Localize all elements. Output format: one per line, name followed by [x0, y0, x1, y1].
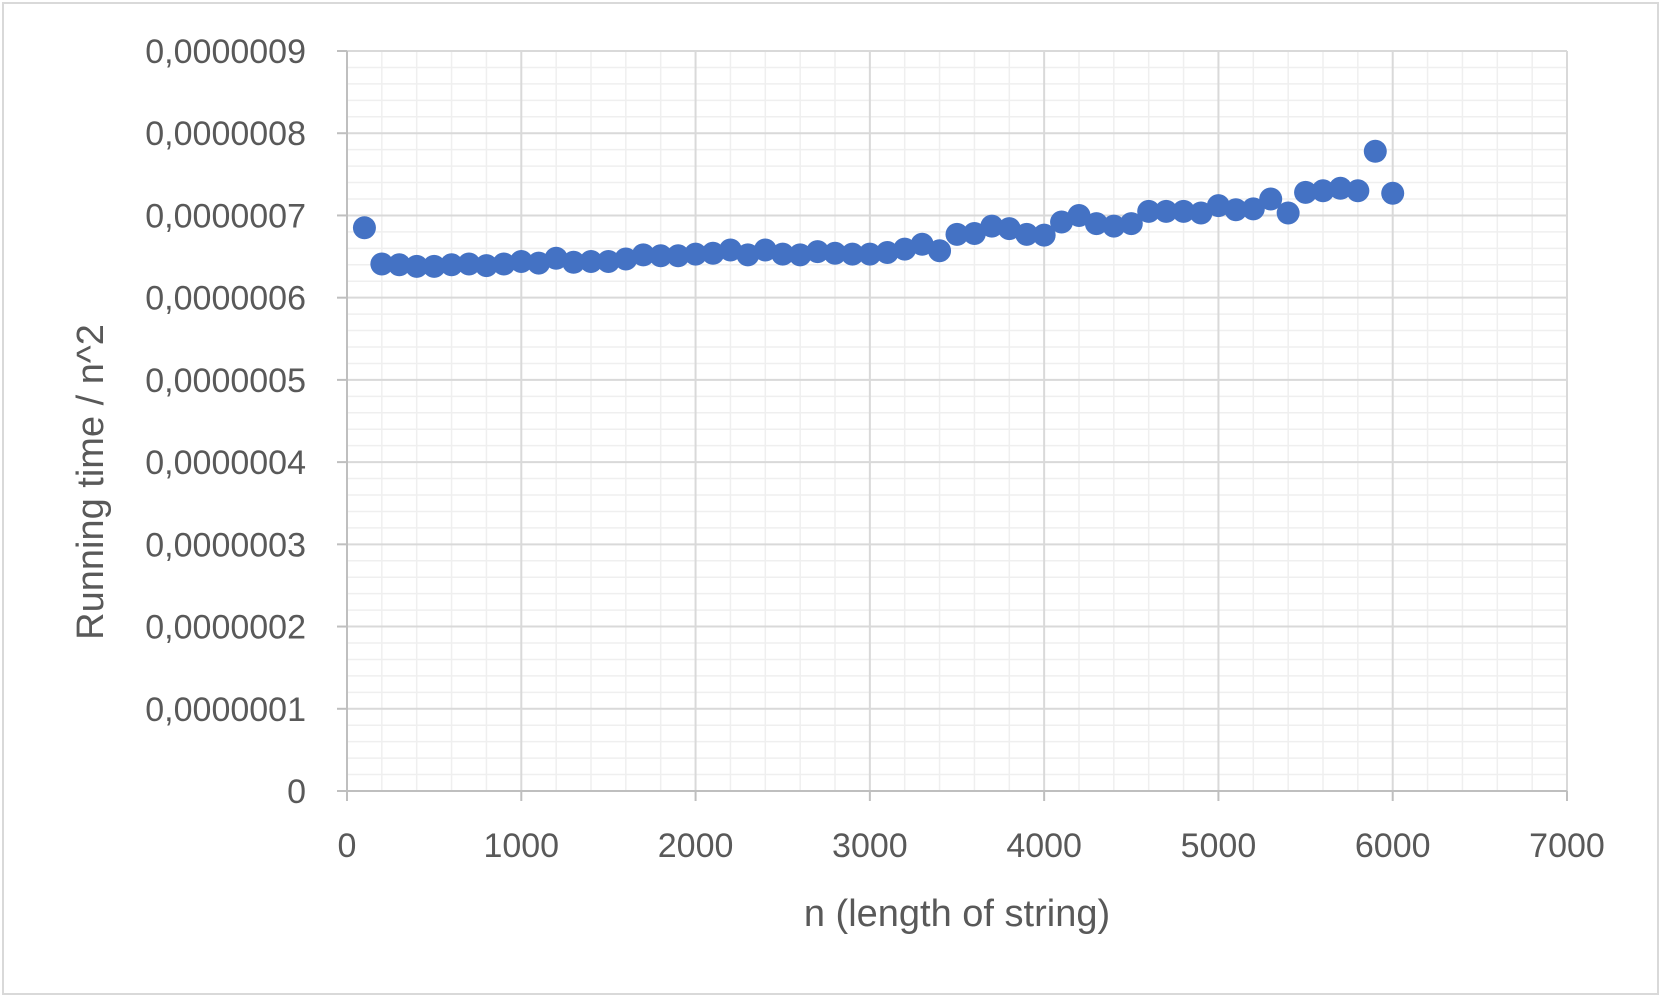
- x-tick-label: 0: [338, 827, 357, 865]
- data-point: [875, 240, 899, 264]
- x-tick-label: 3000: [832, 827, 908, 865]
- y-tick-label: 0,0000006: [145, 280, 306, 318]
- data-point: [527, 251, 551, 275]
- x-tick-label: 2000: [658, 827, 734, 865]
- data-point: [753, 238, 777, 262]
- axes: [337, 50, 1568, 801]
- data-point: [701, 241, 725, 265]
- data-point: [858, 242, 882, 266]
- data-point: [1119, 212, 1143, 236]
- x-tick-label: 6000: [1355, 827, 1431, 865]
- data-point: [1294, 180, 1318, 204]
- x-tick-label: 7000: [1529, 827, 1605, 865]
- data-point: [1172, 199, 1196, 223]
- data-point: [893, 237, 917, 261]
- data-point: [1102, 214, 1126, 238]
- data-point: [579, 249, 603, 273]
- data-point: [1050, 210, 1074, 234]
- y-tick-label: 0,0000005: [145, 362, 306, 400]
- data-point: [1346, 179, 1370, 203]
- data-point: [1363, 139, 1387, 163]
- data-point: [370, 252, 394, 276]
- x-tick-label: 1000: [483, 827, 559, 865]
- data-point: [771, 242, 795, 266]
- data-point: [684, 242, 708, 266]
- data-point: [1189, 201, 1213, 225]
- x-axis-title: n (length of string): [804, 893, 1110, 935]
- y-tick-label: 0,0000004: [145, 444, 306, 482]
- data-point: [387, 253, 411, 277]
- data-point: [1015, 222, 1039, 246]
- data-point: [352, 216, 376, 240]
- y-tick-label: 0,0000007: [145, 197, 306, 235]
- data-point: [1206, 194, 1230, 218]
- data-point: [1259, 187, 1283, 211]
- data-point: [840, 242, 864, 266]
- data-point: [928, 239, 952, 263]
- y-tick-label: 0,0000002: [145, 609, 306, 647]
- data-point: [736, 243, 760, 267]
- data-point: [1154, 199, 1178, 223]
- data-point: [1084, 212, 1108, 236]
- data-point: [562, 250, 586, 274]
- data-point: [718, 238, 742, 262]
- data-point: [1032, 223, 1056, 247]
- data-point: [1224, 198, 1248, 222]
- data-point: [1311, 179, 1335, 203]
- data-point: [474, 254, 498, 278]
- major-gridlines: [347, 50, 1568, 791]
- y-axis-title: Running time / n^2: [70, 324, 112, 640]
- data-point: [457, 252, 481, 276]
- data-point: [962, 222, 986, 246]
- data-point: [1328, 176, 1352, 200]
- y-tick-label: 0,0000008: [145, 115, 306, 153]
- data-point: [492, 252, 516, 276]
- data-point: [997, 217, 1021, 241]
- data-point: [1137, 199, 1161, 223]
- minor-gridlines: [346, 50, 1568, 792]
- data-point: [806, 240, 830, 264]
- y-tick-label: 0,0000001: [145, 691, 306, 729]
- data-point: [544, 246, 568, 270]
- data-point: [649, 244, 673, 268]
- data-point: [945, 222, 969, 246]
- y-tick-label: 0,0000009: [145, 33, 306, 71]
- data-point: [910, 232, 934, 256]
- y-tick-labels: 0 0,0000001 0,0000002 0,0000003 0,0000004 0,0…: [145, 33, 306, 811]
- data-point: [980, 214, 1004, 238]
- data-point: [1276, 201, 1300, 225]
- x-tick-label: 5000: [1181, 827, 1257, 865]
- data-point: [614, 247, 638, 271]
- y-tick-label: 0: [287, 773, 306, 811]
- data-point: [1381, 181, 1405, 205]
- data-point: [631, 243, 655, 267]
- data-point: [823, 241, 847, 265]
- data-point: [1241, 197, 1265, 221]
- data-point: [509, 249, 533, 273]
- y-tick-label: 0,0000003: [145, 526, 306, 564]
- data-point: [666, 244, 690, 268]
- data-point: [788, 243, 812, 267]
- data-point: [1067, 203, 1091, 227]
- data-point: [405, 254, 429, 278]
- data-point: [422, 254, 446, 278]
- data-point: [440, 253, 464, 277]
- x-tick-label: 4000: [1006, 827, 1082, 865]
- x-tick-labels: 0 1000 2000 3000 4000 5000 6000 7000: [338, 827, 1605, 865]
- data-point: [596, 249, 620, 273]
- data-points: [352, 139, 1405, 278]
